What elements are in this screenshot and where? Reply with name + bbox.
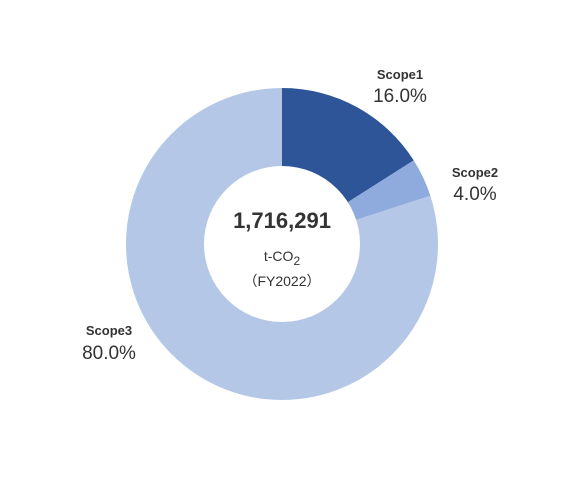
label-scope2-value: 4.0% (453, 184, 496, 205)
label-scope1-name: Scope1 (377, 67, 423, 82)
center-unit-main: t-CO (264, 248, 294, 264)
center-total: 1,716,291 (233, 208, 331, 233)
label-scope3-name: Scope3 (86, 323, 132, 338)
label-scope2-name: Scope2 (452, 165, 498, 180)
center-unit-subscript: 2 (293, 254, 300, 268)
label-scope3-value: 80.0% (82, 343, 136, 364)
donut-hole (204, 166, 360, 322)
center-year: （FY2022） (243, 273, 320, 289)
label-scope1-value: 16.0% (373, 86, 427, 107)
center-unit: t-CO2 (264, 248, 301, 268)
